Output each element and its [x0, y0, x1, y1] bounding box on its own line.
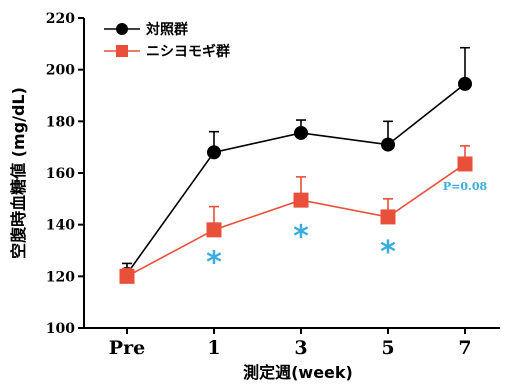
x-ticks: Pre 1 3 5 7 — [109, 328, 472, 359]
x-tick-label: Pre — [109, 337, 145, 359]
series-layer — [119, 46, 473, 284]
legend-marker-treatment — [116, 45, 128, 57]
x-tick-label: 1 — [207, 337, 220, 359]
significance-asterisk: * — [380, 235, 396, 270]
data-point — [458, 76, 472, 91]
x-tick-label: 3 — [294, 337, 307, 359]
x-axis-title: 測定週(week) — [243, 363, 353, 382]
data-point — [294, 125, 308, 140]
y-tick-label: 140 — [46, 218, 75, 234]
y-ticks: 100 120 140 160 180 200 220 — [46, 11, 84, 337]
legend: 対照群 ニシヨモギ群 — [104, 21, 230, 60]
series-1 — [119, 145, 473, 284]
data-point — [119, 268, 135, 284]
annotation-layer: * * * P=0.08 — [206, 180, 487, 280]
legend-item-control: 対照群 — [104, 21, 188, 38]
legend-label-treatment: ニシヨモギ群 — [146, 43, 230, 60]
x-tick-label: 5 — [381, 337, 394, 359]
data-point — [380, 209, 396, 225]
data-point — [206, 222, 222, 238]
p-value-label: P=0.08 — [443, 180, 488, 193]
y-tick-label: 220 — [46, 11, 75, 27]
y-tick-label: 200 — [46, 63, 75, 79]
x-tick-label: 7 — [458, 337, 471, 359]
y-axis-title: 空腹時血糖値 (mg/dL) — [9, 87, 28, 259]
data-point — [381, 137, 395, 152]
legend-marker-control — [116, 23, 128, 35]
y-tick-label: 160 — [46, 166, 75, 182]
axes — [83, 18, 500, 329]
data-point — [457, 156, 473, 172]
y-tick-label: 100 — [46, 321, 75, 337]
legend-label-control: 対照群 — [145, 21, 188, 38]
data-point — [207, 145, 221, 160]
significance-asterisk: * — [206, 245, 222, 280]
y-tick-label: 120 — [46, 269, 75, 285]
y-tick-label: 180 — [46, 114, 75, 130]
data-point — [293, 192, 309, 208]
significance-asterisk: * — [293, 219, 309, 254]
legend-item-treatment: ニシヨモギ群 — [104, 43, 230, 60]
